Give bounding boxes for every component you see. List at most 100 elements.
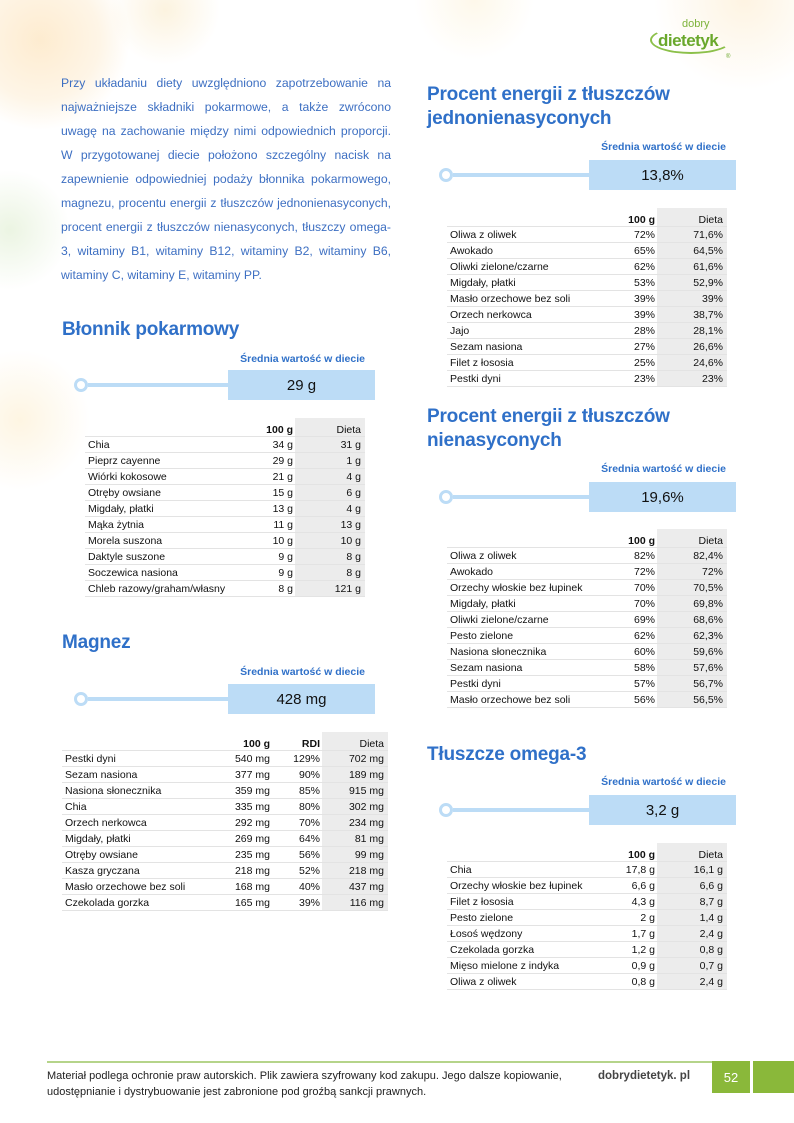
value-cell: 1,4 g bbox=[657, 909, 727, 926]
column-header: Dieta bbox=[322, 732, 388, 751]
value-cell: 62,3% bbox=[657, 627, 727, 644]
food-name: Chia bbox=[62, 798, 212, 815]
indicator-track bbox=[453, 173, 590, 177]
food-name: Orzechy włoskie bez łupinek bbox=[447, 877, 612, 894]
value-cell: 40% bbox=[272, 878, 322, 895]
column-header: 100 g bbox=[612, 843, 657, 862]
value-cell: 4 g bbox=[295, 468, 365, 485]
value-cell: 269 mg bbox=[212, 830, 272, 847]
table-row: Otręby owsiane 235 mg 56% 99 mg bbox=[62, 846, 388, 863]
table-row: Sezam nasiona 58% 57,6% bbox=[447, 659, 727, 676]
food-name: Sezam nasiona bbox=[447, 338, 612, 355]
table-row: Nasiona słonecznika 60% 59,6% bbox=[447, 643, 727, 660]
value-cell: 15 g bbox=[250, 484, 295, 501]
food-name: Orzechy włoskie bez łupinek bbox=[447, 579, 612, 596]
food-name: Pesto zielone bbox=[447, 627, 612, 644]
average-value-indicator: 29 g bbox=[62, 370, 375, 400]
value-cell: 13 g bbox=[295, 516, 365, 533]
value-cell: 69,8% bbox=[657, 595, 727, 612]
food-name: Łosoś wędzony bbox=[447, 925, 612, 942]
average-value: 19,6% bbox=[589, 482, 736, 512]
table-row: Orzech nerkowca 292 mg 70% 234 mg bbox=[62, 814, 388, 831]
table-row: Pestki dyni 57% 56,7% bbox=[447, 675, 727, 692]
value-cell: 53% bbox=[612, 274, 657, 291]
food-name: Masło orzechowe bez soli bbox=[62, 878, 212, 895]
value-cell: 0,7 g bbox=[657, 957, 727, 974]
food-name: Soczewica nasiona bbox=[85, 564, 250, 581]
value-cell: 9 g bbox=[250, 548, 295, 565]
food-name: Oliwki zielone/czarne bbox=[447, 258, 612, 275]
section-title: Magnez bbox=[62, 632, 131, 653]
table-row: Chia 17,8 g 16,1 g bbox=[447, 861, 727, 878]
value-cell: 2,4 g bbox=[657, 973, 727, 990]
table-row: Filet z łososia 25% 24,6% bbox=[447, 354, 727, 371]
intro-paragraph: Przy układaniu diety uwzględniono zapotr… bbox=[61, 76, 391, 282]
value-cell: 702 mg bbox=[322, 750, 388, 767]
food-name: Jajo bbox=[447, 322, 612, 339]
table-row: Sezam nasiona 27% 26,6% bbox=[447, 338, 727, 355]
value-cell: 0,9 g bbox=[612, 957, 657, 974]
indicator-track bbox=[88, 697, 229, 701]
average-value: 13,8% bbox=[589, 160, 736, 190]
value-cell: 23% bbox=[657, 370, 727, 387]
food-name: Morela suszona bbox=[85, 532, 250, 549]
table-row: Nasiona słonecznika 359 mg 85% 915 mg bbox=[62, 782, 388, 799]
value-cell: 62% bbox=[612, 627, 657, 644]
table-row: Migdały, płatki 53% 52,9% bbox=[447, 274, 727, 291]
column-header: Dieta bbox=[295, 418, 365, 437]
column-header bbox=[62, 732, 212, 751]
value-cell: 8 g bbox=[250, 580, 295, 597]
section-monounsaturated-fat: Procent energii z tłuszczów jednonienasy… bbox=[427, 83, 736, 387]
food-name: Awokado bbox=[447, 563, 612, 580]
table-row: Masło orzechowe bez soli 168 mg 40% 437 mg bbox=[62, 878, 388, 895]
food-name: Filet z łososia bbox=[447, 893, 612, 910]
value-cell: 59,6% bbox=[657, 643, 727, 660]
food-name: Orzech nerkowca bbox=[62, 814, 212, 831]
table-header: 100 g Dieta bbox=[447, 208, 727, 227]
value-cell: 0,8 g bbox=[657, 941, 727, 958]
food-name: Masło orzechowe bez soli bbox=[447, 290, 612, 307]
average-value-indicator: 3,2 g bbox=[427, 795, 736, 825]
value-cell: 4,3 g bbox=[612, 893, 657, 910]
food-name: Chleb razowy/graham/własny bbox=[85, 580, 250, 597]
food-name: Chia bbox=[447, 861, 612, 878]
logo-swoosh bbox=[650, 26, 732, 54]
value-cell: 27% bbox=[612, 338, 657, 355]
column-header bbox=[447, 529, 612, 548]
average-value-label: Średnia wartość w diecie bbox=[240, 666, 365, 678]
value-cell: 70% bbox=[612, 595, 657, 612]
value-cell: 82,4% bbox=[657, 547, 727, 564]
logo-registered-mark: ® bbox=[726, 54, 731, 60]
table-row: Oliwa z oliwek 82% 82,4% bbox=[447, 547, 727, 564]
value-cell: 62% bbox=[612, 258, 657, 275]
column-header bbox=[85, 418, 250, 437]
value-cell: 302 mg bbox=[322, 798, 388, 815]
table-row: Oliwa z oliwek 72% 71,6% bbox=[447, 226, 727, 243]
food-sources-table: 100 g Dieta Oliwa z oliwek 82% 82,4% Awokado 7… bbox=[447, 529, 727, 708]
value-cell: 71,6% bbox=[657, 226, 727, 243]
value-cell: 116 mg bbox=[322, 894, 388, 911]
value-cell: 38,7% bbox=[657, 306, 727, 323]
food-name: Nasiona słonecznika bbox=[447, 643, 612, 660]
dobry-dietetyk-logo: dobry dietetyk ® bbox=[648, 18, 738, 64]
average-value-indicator: 19,6% bbox=[427, 482, 736, 512]
value-cell: 56,7% bbox=[657, 675, 727, 692]
food-name: Wiórki kokosowe bbox=[85, 468, 250, 485]
indicator-knob bbox=[74, 378, 88, 392]
food-name: Migdały, płatki bbox=[447, 595, 612, 612]
value-cell: 39% bbox=[272, 894, 322, 911]
food-name: Filet z łososia bbox=[447, 354, 612, 371]
column-header: Dieta bbox=[657, 208, 727, 227]
value-cell: 189 mg bbox=[322, 766, 388, 783]
average-value-indicator: 428 mg bbox=[62, 684, 375, 714]
food-name: Pestki dyni bbox=[447, 675, 612, 692]
indicator-knob bbox=[439, 490, 453, 504]
value-cell: 52,9% bbox=[657, 274, 727, 291]
value-cell: 2 g bbox=[612, 909, 657, 926]
value-cell: 26,6% bbox=[657, 338, 727, 355]
value-cell: 1 g bbox=[295, 452, 365, 469]
value-cell: 10 g bbox=[250, 532, 295, 549]
